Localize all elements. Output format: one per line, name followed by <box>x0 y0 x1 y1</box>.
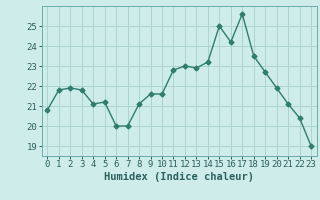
X-axis label: Humidex (Indice chaleur): Humidex (Indice chaleur) <box>104 172 254 182</box>
